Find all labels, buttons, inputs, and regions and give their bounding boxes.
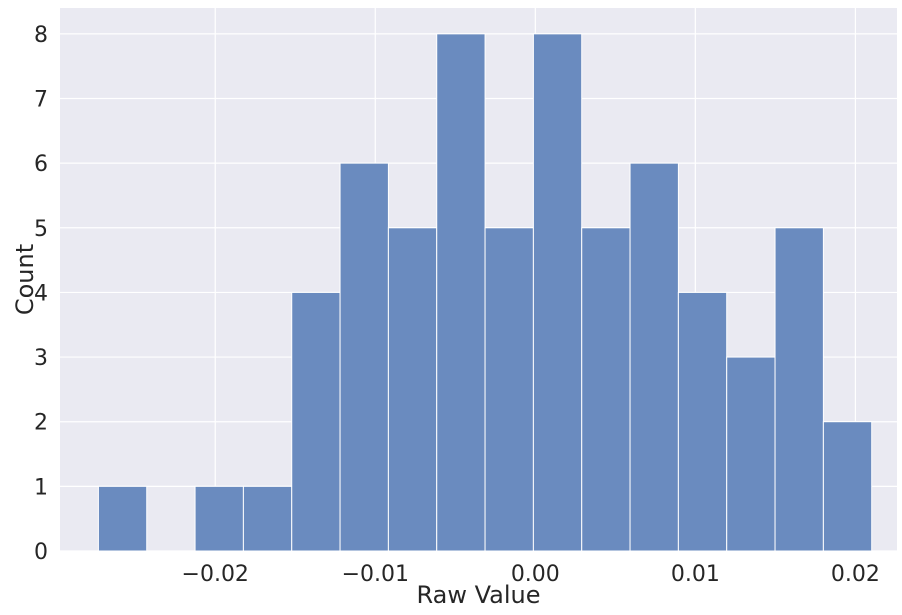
histogram-bar <box>339 162 389 552</box>
y-tick-label: 5 <box>34 217 48 242</box>
x-tick-labels: −0.02 −0.01 0.00 0.01 0.02 <box>182 562 880 587</box>
histogram-bar <box>436 33 486 552</box>
x-tick-label: 0.01 <box>671 562 720 587</box>
x-tick-label: 0.02 <box>831 562 880 587</box>
x-tick-label: 0.00 <box>511 562 560 587</box>
y-tick-label: 1 <box>34 475 48 500</box>
histogram-bar <box>532 33 583 552</box>
histogram-bar <box>97 485 148 552</box>
y-tick-label: 8 <box>34 23 48 48</box>
y-tick-label: 0 <box>34 540 48 565</box>
histogram-bar <box>387 227 438 552</box>
histogram-bar <box>581 227 631 552</box>
histogram-bar <box>822 421 873 552</box>
histogram-bar <box>677 291 728 552</box>
histogram-bar <box>629 162 679 552</box>
histogram-bar <box>484 227 534 552</box>
x-tick-label: −0.01 <box>342 562 409 587</box>
y-tick-label: 4 <box>34 281 48 306</box>
x-tick-label: −0.02 <box>182 562 249 587</box>
histogram-bar <box>291 291 341 552</box>
x-axis-label: Raw Value <box>416 581 540 609</box>
y-tick-label: 7 <box>34 88 48 113</box>
y-axis-label: Count <box>11 244 39 315</box>
histogram-bar <box>194 485 244 552</box>
histogram-bar <box>774 227 824 552</box>
y-tick-labels: 0 1 2 3 4 5 6 7 8 <box>34 23 48 565</box>
y-tick-label: 3 <box>34 346 48 371</box>
y-tick-label: 6 <box>34 152 48 177</box>
histogram-bars <box>97 33 873 552</box>
histogram-bar <box>242 485 293 552</box>
y-tick-label: 2 <box>34 411 48 436</box>
histogram-bar <box>726 356 776 552</box>
